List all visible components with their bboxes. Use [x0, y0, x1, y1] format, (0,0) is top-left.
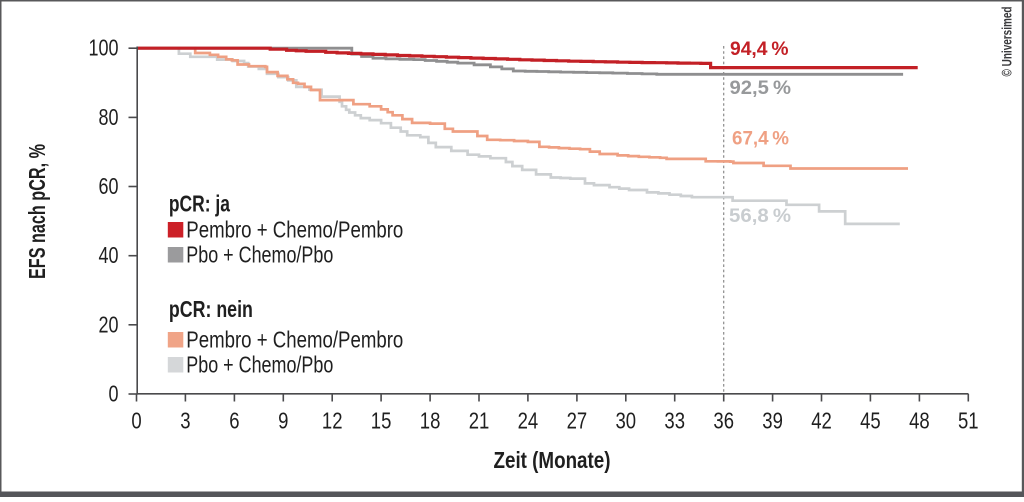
- svg-text:9: 9: [278, 408, 288, 434]
- svg-text:80: 80: [99, 104, 119, 130]
- svg-text:36: 36: [713, 408, 734, 434]
- svg-text:3: 3: [180, 408, 190, 434]
- svg-text:48: 48: [909, 408, 930, 434]
- svg-text:56,8 %: 56,8 %: [729, 206, 791, 227]
- svg-text:100: 100: [89, 35, 119, 61]
- svg-text:51: 51: [958, 408, 979, 434]
- svg-text:Pbo + Chemo/Pbo: Pbo + Chemo/Pbo: [186, 352, 333, 378]
- svg-text:pCR: nein: pCR: nein: [169, 296, 253, 322]
- svg-text:0: 0: [109, 381, 119, 407]
- svg-text:Zeit (Monate): Zeit (Monate): [494, 447, 611, 473]
- svg-text:pCR: ja: pCR: ja: [169, 191, 230, 217]
- svg-text:30: 30: [616, 408, 637, 434]
- svg-text:© Universimed: © Universimed: [999, 7, 1015, 77]
- svg-text:21: 21: [469, 408, 490, 434]
- svg-text:18: 18: [420, 408, 441, 434]
- svg-text:Pbo + Chemo/Pbo: Pbo + Chemo/Pbo: [186, 242, 333, 268]
- svg-text:33: 33: [664, 408, 685, 434]
- svg-text:20: 20: [99, 311, 119, 337]
- svg-text:12: 12: [322, 408, 343, 434]
- svg-text:92,5 %: 92,5 %: [730, 78, 792, 99]
- svg-text:94,4 %: 94,4 %: [730, 39, 789, 60]
- svg-text:Pembro + Chemo/Pembro: Pembro + Chemo/Pembro: [186, 327, 403, 353]
- svg-text:45: 45: [860, 408, 881, 434]
- svg-text:39: 39: [762, 408, 783, 434]
- svg-text:EFS nach pCR, %: EFS nach pCR, %: [24, 144, 50, 279]
- svg-text:27: 27: [567, 408, 588, 434]
- svg-text:40: 40: [99, 242, 119, 268]
- svg-text:0: 0: [131, 408, 141, 434]
- svg-text:24: 24: [518, 408, 539, 434]
- svg-text:Pembro + Chemo/Pembro: Pembro + Chemo/Pembro: [186, 217, 403, 243]
- svg-text:15: 15: [371, 408, 392, 434]
- svg-text:42: 42: [811, 408, 832, 434]
- svg-text:6: 6: [229, 408, 239, 434]
- svg-text:60: 60: [99, 173, 119, 199]
- svg-text:67,4 %: 67,4 %: [732, 129, 789, 150]
